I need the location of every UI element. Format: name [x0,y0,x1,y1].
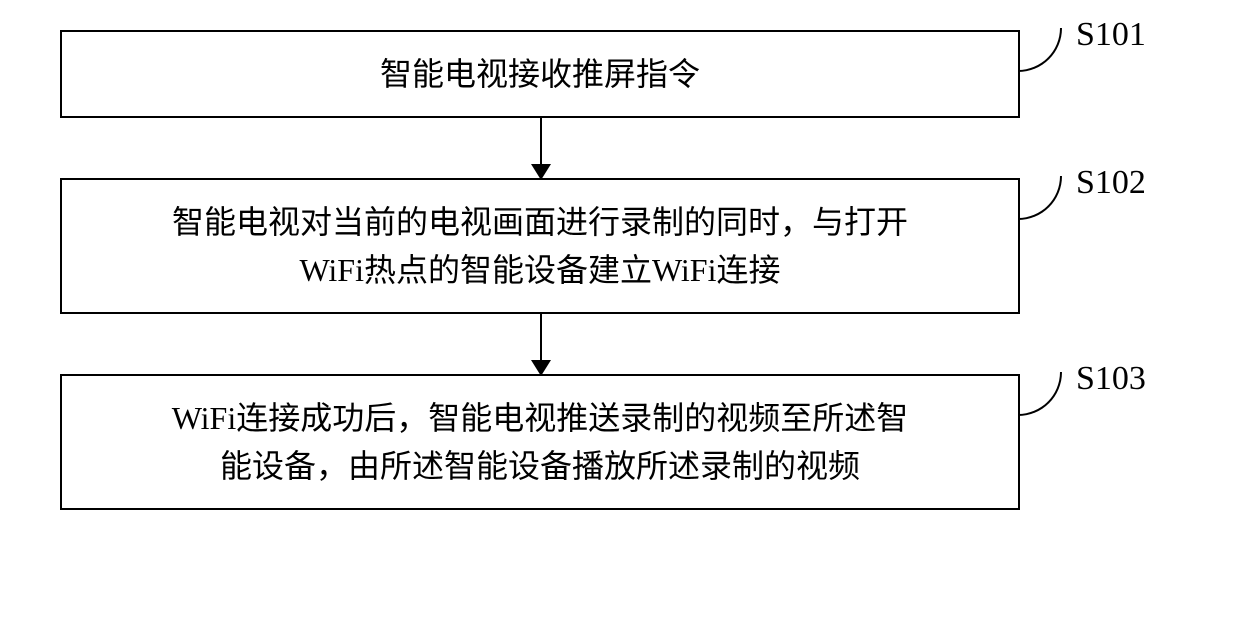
arrow-s101-s102 [540,118,542,178]
step-text-s102-line1: 智能电视对当前的电视画面进行录制的同时，与打开 [172,198,908,246]
step-text-s101: 智能电视接收推屏指令 [380,50,700,98]
step-box-s103: WiFi连接成功后，智能电视推送录制的视频至所述智 能设备，由所述智能设备播放所… [60,374,1020,510]
step-box-s102: 智能电视对当前的电视画面进行录制的同时，与打开 WiFi热点的智能设备建立WiF… [60,178,1020,314]
step-text-s102-line2: WiFi热点的智能设备建立WiFi连接 [172,246,908,294]
step-label-s103: S103 [1076,360,1176,398]
step-label-s102: S102 [1076,164,1176,202]
label-connector-s102 [1018,176,1062,220]
step-box-s101: 智能电视接收推屏指令 [60,30,1020,118]
step-label-s101: S101 [1076,16,1176,54]
flowchart-container: 智能电视接收推屏指令 S101 智能电视对当前的电视画面进行录制的同时，与打开 … [60,30,1180,510]
step-text-s103-line2: 能设备，由所述智能设备播放所述录制的视频 [172,442,909,490]
arrow-s102-s103 [540,314,542,374]
step-text-s103-line1: WiFi连接成功后，智能电视推送录制的视频至所述智 [172,394,909,442]
label-connector-s101 [1018,28,1062,72]
label-connector-s103 [1018,372,1062,416]
